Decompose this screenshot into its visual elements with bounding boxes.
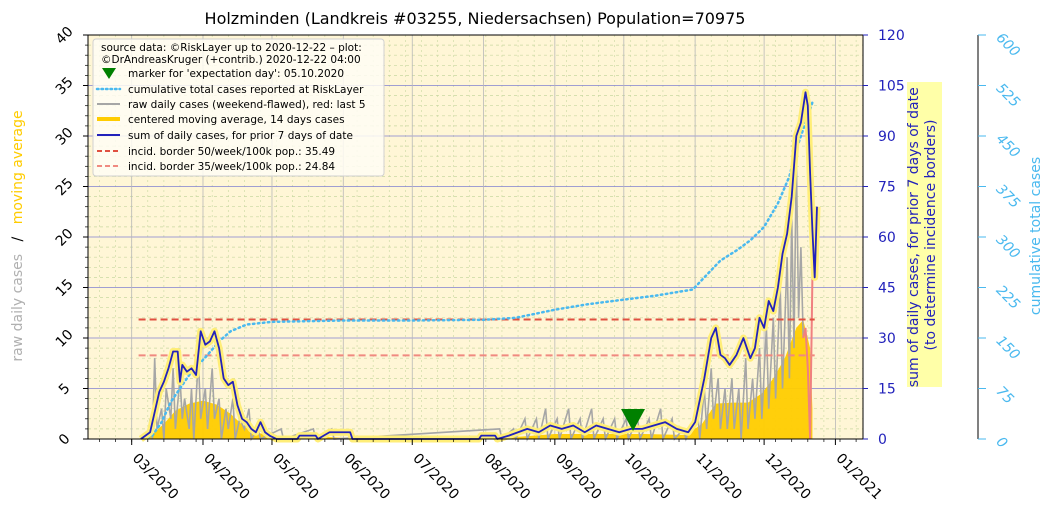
left-tick-label: 15 xyxy=(53,276,77,300)
right-axis-label: sum of daily cases, for prior 7 days of … xyxy=(906,83,939,387)
x-tick-label: 11/2020 xyxy=(692,451,744,503)
sum7-line xyxy=(140,91,818,440)
left-axis-label-raw: raw daily cases xyxy=(10,254,26,362)
x-tick-label: 08/2020 xyxy=(481,451,533,503)
left-tick-label: 0 xyxy=(56,431,74,449)
left-tick-label: 10 xyxy=(53,327,77,351)
legend-entry-raw: raw daily cases (weekend-flawed), red: l… xyxy=(128,99,366,111)
left-tick-label: 25 xyxy=(53,175,77,199)
legend: source data: ©RiskLayer up to 2020-12-22… xyxy=(92,38,385,177)
x-tick-label: 12/2020 xyxy=(761,451,813,503)
legend-source-line1: source data: ©RiskLayer up to 2020-12-22… xyxy=(101,42,362,54)
left-axis-label-ma: moving average xyxy=(10,110,26,224)
right2-tick-label: 0 xyxy=(993,434,1011,452)
cumulative-line xyxy=(141,101,814,441)
right-axis-label-line1: sum of daily cases, for prior 7 days of … xyxy=(906,87,922,387)
legend-entry-sum7: sum of daily cases, for prior 7 days of … xyxy=(128,130,353,142)
svg-text:raw daily cases /: raw daily cases / moving average xyxy=(10,110,26,361)
x-tick-label: 09/2020 xyxy=(552,451,604,503)
legend-entry-border35: incid. border 35/week/100k pop.: 24.84 xyxy=(128,161,335,173)
right2-tick-label: 75 xyxy=(993,384,1017,408)
left-axis-label-sep: / xyxy=(10,236,26,241)
right2-tick-label: 300 xyxy=(993,232,1023,262)
x-tick-label: 07/2020 xyxy=(409,451,461,503)
right2-tick-label: 600 xyxy=(993,30,1023,60)
expectation-day-marker xyxy=(621,409,646,431)
svg-text:sum of daily cases, for prior: sum of daily cases, for prior 7 days of … xyxy=(906,83,939,387)
x-axis: 03/2020 04/2020 05/2020 06/2020 07/2020 08/20… xyxy=(99,439,885,503)
legend-entry-border50: incid. border 50/week/100k pop.: 35.49 xyxy=(128,146,335,158)
left-tick-label: 40 xyxy=(53,24,77,48)
cumulative-axis-label: cumulative total cases xyxy=(1028,157,1044,315)
legend-entry-ma: centered moving average, 14 days cases xyxy=(128,114,345,126)
legend-marker-icon xyxy=(102,68,116,79)
left-tick-label: 5 xyxy=(56,380,74,398)
right2-tick-label: 150 xyxy=(993,333,1023,363)
right1-tick-label: 15 xyxy=(878,382,896,398)
legend-source-line2: ©DrAndreasKruger (+contrib.) 2020-12-22 … xyxy=(101,54,361,66)
chart-marks xyxy=(87,34,864,443)
x-tick-label: 01/2021 xyxy=(833,451,885,503)
right1-tick-label: 105 xyxy=(878,79,905,95)
left-tick-label: 20 xyxy=(53,226,77,250)
x-tick-label: 10/2020 xyxy=(621,451,673,503)
legend-entry-cumulative: cumulative total cases reported at RiskL… xyxy=(128,84,364,96)
right1-tick-label: 120 xyxy=(878,28,905,44)
left-axis-label: raw daily cases / moving average xyxy=(10,110,26,361)
right-axis-label-line2: (to determine incidence borders) xyxy=(923,120,939,351)
right2-tick-label: 225 xyxy=(993,283,1023,313)
x-tick-label: 06/2020 xyxy=(340,451,392,503)
right2-tick-label: 375 xyxy=(993,182,1023,212)
right2-tick-label: 450 xyxy=(993,131,1023,161)
right-axis-label-box xyxy=(907,82,942,387)
left-tick-label: 30 xyxy=(53,125,77,149)
right-y-axis-sum7: 0 15 30 45 60 75 90 105 120 xyxy=(863,28,905,448)
raw-daily-last5-line xyxy=(802,277,814,440)
x-tick-label: 05/2020 xyxy=(269,451,321,503)
left-y-axis: 0 5 10 15 20 25 30 35 40 xyxy=(53,24,88,449)
right1-tick-label: 90 xyxy=(878,129,896,145)
right1-tick-label: 75 xyxy=(878,180,896,196)
right1-tick-label: 45 xyxy=(878,281,896,297)
legend-entry-marker: marker for 'expectation day': 05.10.2020 xyxy=(128,68,344,80)
right1-tick-label: 0 xyxy=(878,432,887,448)
x-tick-label: 04/2020 xyxy=(200,451,252,503)
legend-box xyxy=(92,38,385,177)
right-y-axis-cumulative: 0 75 150 225 300 375 450 525 600 xyxy=(977,30,1023,452)
right2-tick-label: 525 xyxy=(993,81,1023,111)
left-tick-label: 35 xyxy=(53,74,77,98)
right1-tick-label: 30 xyxy=(878,331,896,347)
cumulative-axis-label-text: cumulative total cases xyxy=(1028,157,1044,315)
x-tick-label: 03/2020 xyxy=(129,451,181,503)
grid xyxy=(88,34,863,440)
chart-title: Holzminden (Landkreis #03255, Niedersach… xyxy=(205,9,746,28)
right1-tick-label: 60 xyxy=(878,230,896,246)
